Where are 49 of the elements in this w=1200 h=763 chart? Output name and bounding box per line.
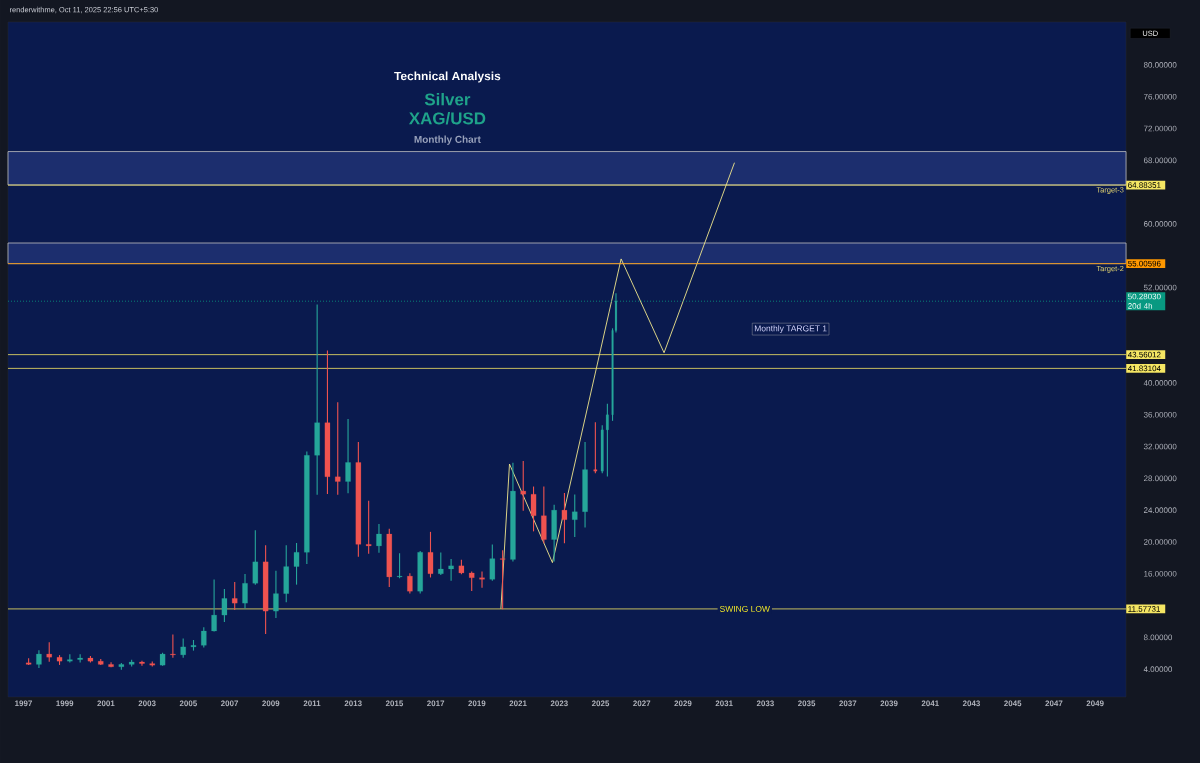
text: Silver XAG/USD — [408, 93, 486, 125]
candlestick — [324, 350, 331, 494]
candlestick — [530, 486, 537, 532]
candlestick — [593, 422, 598, 474]
candlestick — [118, 663, 125, 670]
candlestick — [159, 652, 166, 666]
candlestick — [365, 500, 372, 554]
candlestick — [190, 639, 197, 651]
candlestick — [561, 492, 568, 544]
candlestick — [417, 550, 423, 594]
candlestick — [56, 655, 63, 665]
text: Technical Analysis — [394, 71, 501, 83]
candlestick — [221, 589, 228, 622]
candlestick — [180, 638, 186, 658]
candlestick — [355, 442, 362, 557]
annotation: Monthly TARGET 1 — [754, 325, 827, 334]
candlestick — [170, 634, 176, 658]
candlestick — [201, 627, 207, 648]
candlestick — [469, 571, 475, 591]
candlestick — [25, 658, 32, 665]
candlestick — [304, 451, 310, 564]
candlestick — [46, 642, 52, 662]
candlestick — [499, 550, 506, 610]
candlestick — [448, 558, 454, 581]
candlestick — [67, 654, 73, 663]
candlestick — [541, 486, 547, 544]
candlestick — [87, 655, 94, 663]
candlestick — [77, 654, 83, 663]
candlestick — [335, 402, 341, 495]
candlestick — [427, 531, 434, 578]
annotation: SWING LOW — [720, 605, 770, 612]
candlestick — [458, 559, 465, 575]
candlestick — [396, 553, 403, 579]
candlestick — [232, 581, 238, 611]
candlestick — [293, 542, 300, 585]
candlestick — [262, 545, 269, 634]
candlestick — [520, 461, 526, 511]
candlestick — [438, 552, 444, 576]
candlestick — [479, 571, 485, 588]
candlestick — [98, 659, 104, 665]
candlestick — [283, 545, 289, 603]
candlestick — [386, 528, 392, 588]
candlestick — [252, 530, 258, 585]
candlestick — [139, 660, 145, 666]
candlestick — [572, 494, 578, 537]
candlestick — [149, 661, 155, 667]
candlestick — [489, 544, 495, 581]
candlestick — [128, 659, 135, 667]
annotation: Monthly Chart — [414, 135, 481, 145]
